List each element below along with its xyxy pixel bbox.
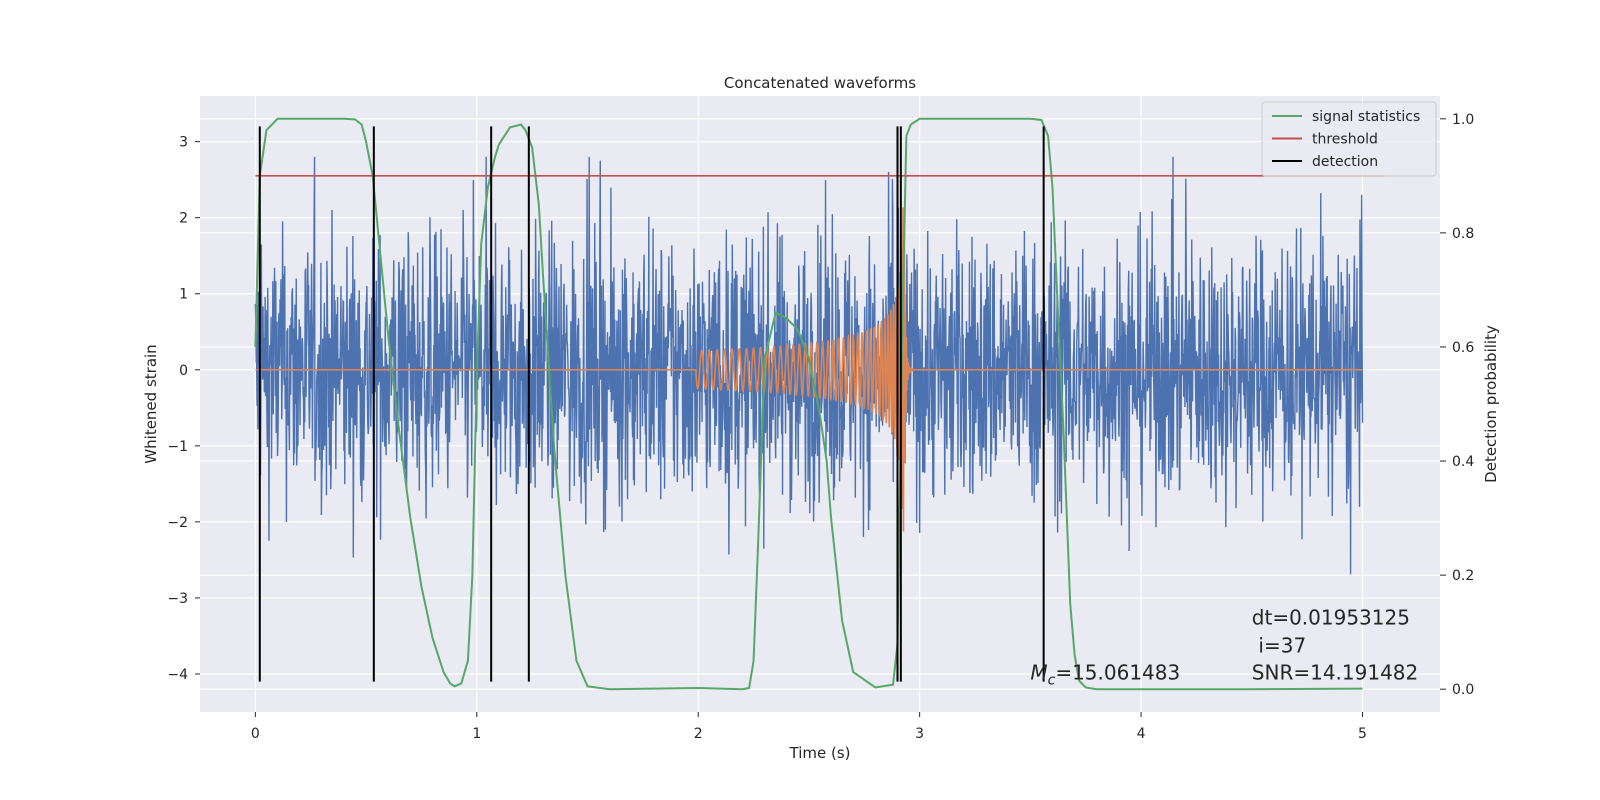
x-tick-label: 0 xyxy=(251,726,260,742)
signal-statistics-line xyxy=(254,117,1363,691)
y-tick-label-left: −2 xyxy=(167,515,188,531)
annotation-text: SNR=14.191482 xyxy=(1252,660,1418,684)
y-tick-label-right: 0.0 xyxy=(1452,682,1474,698)
legend: signal statistics threshold detection xyxy=(1261,101,1437,177)
legend-label: detection xyxy=(1312,154,1378,170)
annotation-text: i=37 xyxy=(1258,634,1306,658)
annotation-text: dt=0.01953125 xyxy=(1252,606,1410,630)
x-tick-label: 1 xyxy=(472,726,481,742)
annotation-text: Mc=15.061483 xyxy=(1030,660,1180,688)
y-tick-label-right: 0.2 xyxy=(1452,568,1474,584)
y-axis-label-right: Detection probability xyxy=(1482,325,1500,483)
y-tick-label-left: 3 xyxy=(179,135,188,151)
detection-series xyxy=(258,126,1045,682)
y-tick-label-right: 0.6 xyxy=(1452,340,1474,356)
annotation-subscript: c xyxy=(1048,672,1056,688)
x-tick-label: 2 xyxy=(694,726,703,742)
axis-ticks: 0 1 2 3 4 5 −4 −3 −2 −1 0 1 2 3 0.0 0.2 0.4 0.6 0.8 1.0 xyxy=(167,112,1474,742)
x-axis-label: Time (s) xyxy=(789,744,851,762)
y-tick-label-left: −1 xyxy=(167,439,188,455)
legend-label: signal statistics xyxy=(1312,109,1420,125)
x-tick-label: 3 xyxy=(915,726,924,742)
y-tick-label-left: −3 xyxy=(167,591,188,607)
y-tick-label-right: 1.0 xyxy=(1452,112,1474,128)
y-axis-label-left: Whitened strain xyxy=(142,344,160,463)
template-line xyxy=(255,207,1363,532)
annotation-value: =15.061483 xyxy=(1055,660,1180,684)
x-tick-label: 5 xyxy=(1358,726,1367,742)
y-tick-label-right: 0.8 xyxy=(1452,226,1474,242)
signal-statistics-series xyxy=(254,117,1363,691)
y-tick-label-left: 0 xyxy=(179,363,188,379)
x-tick-label: 4 xyxy=(1137,726,1146,742)
annotation-symbol: M xyxy=(1030,660,1047,684)
y-tick-label-right: 0.4 xyxy=(1452,454,1474,470)
y-tick-label-left: −4 xyxy=(167,667,188,683)
y-tick-label-left: 2 xyxy=(179,211,188,227)
template-series xyxy=(255,207,1363,532)
y-tick-label-left: 1 xyxy=(179,287,188,303)
chart-title: Concatenated waveforms xyxy=(724,74,916,92)
legend-label: threshold xyxy=(1312,132,1378,148)
legend-box xyxy=(1261,101,1437,177)
